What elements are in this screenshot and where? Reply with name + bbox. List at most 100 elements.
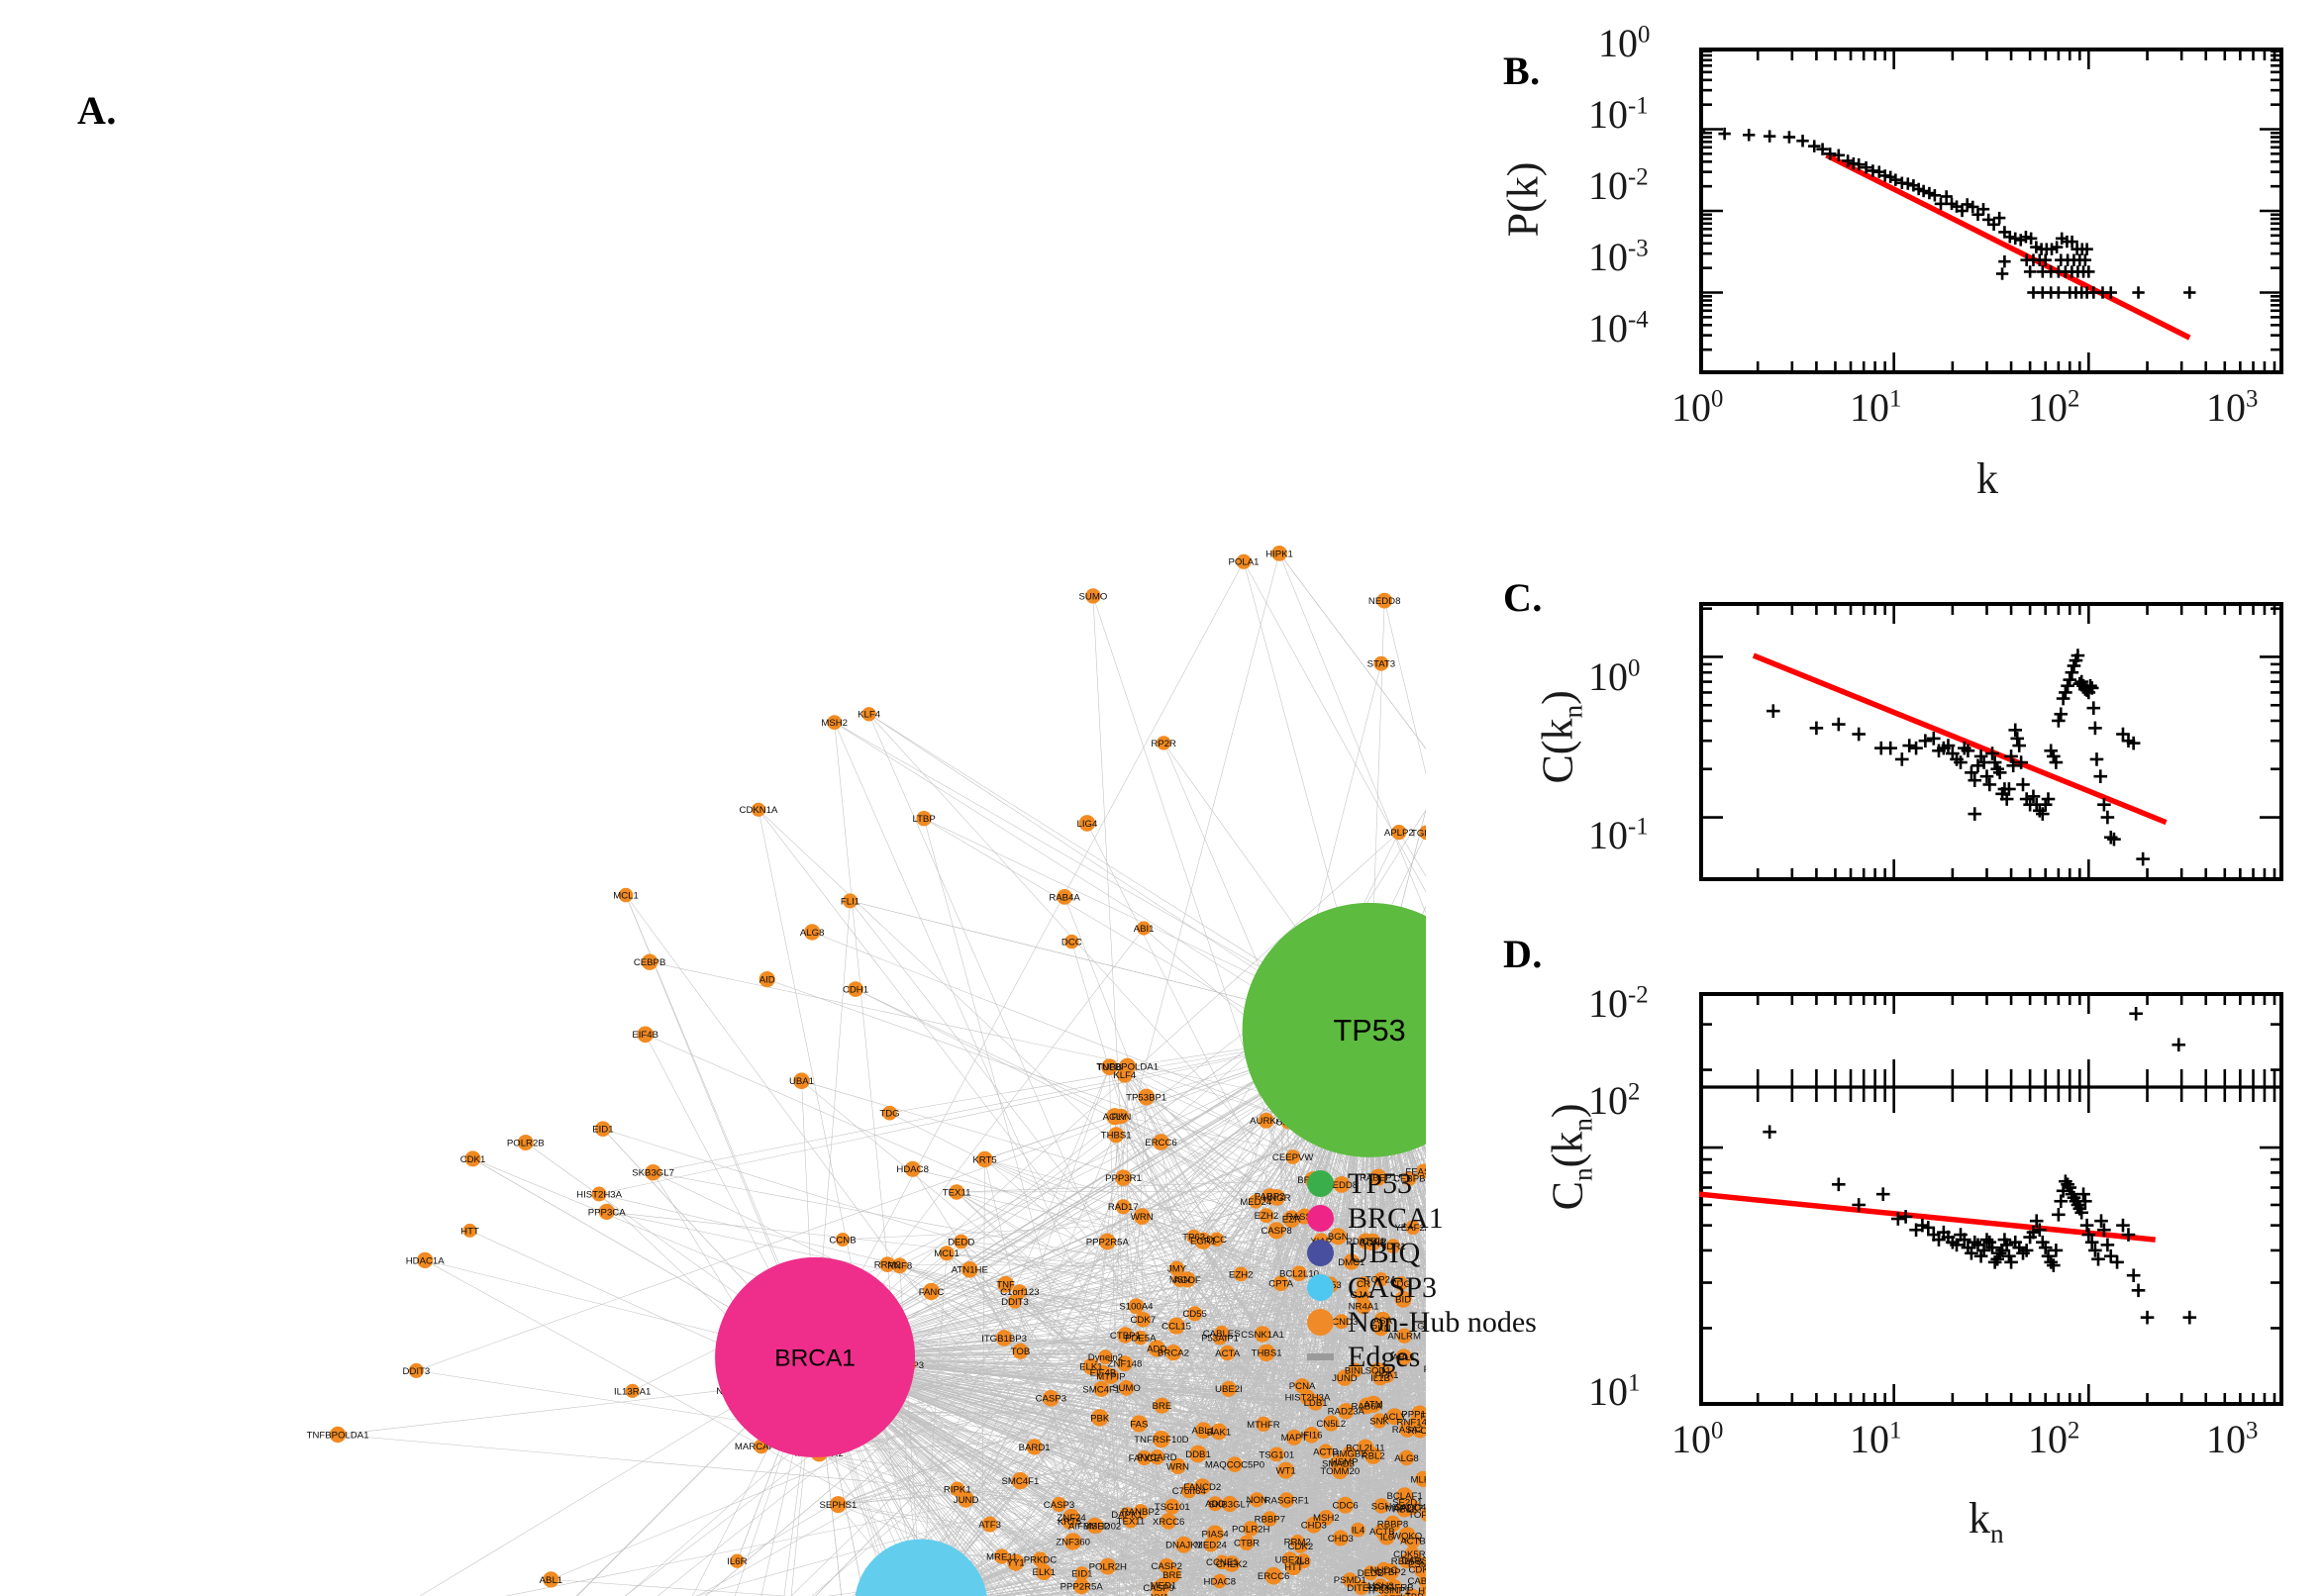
network-node[interactable] [1294,1378,1310,1394]
network-node[interactable] [1277,1461,1295,1479]
network-node[interactable] [1318,1510,1335,1526]
network-node[interactable] [1376,592,1393,609]
network-node[interactable] [1223,1555,1241,1572]
network-node[interactable] [1169,1457,1186,1474]
network-node[interactable] [1329,1228,1347,1246]
network-node[interactable] [1385,1578,1402,1596]
network-node[interactable] [836,1233,850,1247]
network-node[interactable] [1102,1368,1119,1384]
network-node[interactable] [1351,1522,1365,1538]
network-node[interactable] [1248,1194,1263,1209]
network-node[interactable] [827,715,843,730]
network-node[interactable] [1187,1306,1203,1322]
network-node[interactable] [1210,1423,1228,1441]
network-node[interactable] [329,1426,347,1444]
network-node[interactable] [804,924,821,941]
network-node[interactable] [1239,1535,1255,1550]
network-node[interactable] [1115,1199,1131,1215]
network-node[interactable] [1416,1163,1426,1179]
network-node[interactable] [1398,1449,1415,1466]
network-node[interactable] [1157,736,1171,750]
network-node[interactable] [950,1481,965,1497]
network-node[interactable] [1186,1229,1201,1245]
network-node[interactable] [595,1121,611,1137]
network-node[interactable] [1399,1553,1414,1569]
network-node[interactable] [1262,1511,1278,1527]
network-node[interactable] [1085,588,1101,604]
network-node[interactable] [1042,1389,1060,1407]
network-node[interactable] [1307,1394,1324,1411]
network-node[interactable] [1133,1208,1151,1225]
network-node[interactable] [1373,655,1389,671]
network-node[interactable] [1026,1439,1043,1455]
network-node[interactable] [1394,1290,1412,1308]
network-node[interactable] [1369,1168,1387,1186]
network-node[interactable] [1415,1470,1426,1487]
network-node[interactable] [1373,1272,1388,1287]
network-node[interactable] [1395,1348,1413,1365]
network-node[interactable] [1399,1420,1416,1438]
network-node[interactable] [1267,1222,1285,1240]
network-node[interactable] [1330,1454,1347,1471]
network-node[interactable] [758,971,775,988]
network-node[interactable] [954,1234,969,1249]
network-node[interactable] [1420,1506,1426,1523]
network-node[interactable] [1181,1482,1197,1499]
network-node[interactable] [1115,1169,1132,1186]
network-node[interactable] [1403,1588,1421,1596]
network-node[interactable] [1256,1416,1271,1432]
network-node[interactable] [1064,934,1079,949]
network-node[interactable] [618,887,634,903]
network-node[interactable] [1175,1536,1192,1553]
network-node[interactable] [1285,1149,1301,1164]
network-node[interactable] [1373,1523,1390,1540]
network-node[interactable] [1119,1507,1135,1523]
network-node[interactable] [1074,1566,1090,1581]
network-node[interactable] [1258,1112,1274,1129]
network-node[interactable] [1356,1276,1371,1292]
network-node[interactable] [1419,1582,1426,1596]
hub-node-brca1[interactable] [715,1256,916,1457]
network-node[interactable] [1342,1572,1358,1588]
network-node[interactable] [1305,1516,1323,1534]
network-node[interactable] [1207,1496,1223,1512]
network-node[interactable] [1271,546,1287,561]
network-node[interactable] [1375,1561,1392,1578]
network-node[interactable] [1138,1088,1156,1106]
network-node[interactable] [1099,1557,1117,1575]
network-node[interactable] [1133,1504,1149,1520]
network-node[interactable] [1402,1171,1417,1186]
network-node[interactable] [464,1150,481,1167]
network-node[interactable] [1358,1397,1375,1415]
network-node[interactable] [598,1203,615,1220]
network-node[interactable] [1137,921,1152,936]
network-node[interactable] [916,811,932,827]
network-node[interactable] [1385,1239,1401,1254]
network-node[interactable] [1214,1325,1230,1341]
network-node[interactable] [1419,825,1426,841]
network-node[interactable] [1164,1345,1182,1361]
network-node[interactable] [1167,1317,1185,1335]
network-node[interactable] [637,1026,654,1044]
network-node[interactable] [1318,1444,1334,1459]
network-node[interactable] [1117,1355,1133,1372]
network-node[interactable] [958,1491,974,1508]
network-node[interactable] [1220,1345,1236,1361]
network-node[interactable] [1108,1127,1125,1144]
network-node[interactable] [1413,1561,1426,1577]
network-node[interactable] [1119,1057,1136,1075]
network-node[interactable] [1243,1521,1259,1537]
network-node[interactable] [1221,1495,1238,1513]
network-node[interactable] [1118,1380,1135,1396]
network-node[interactable] [1101,1058,1118,1075]
network-node[interactable] [1209,1232,1224,1247]
network-node[interactable] [1206,1525,1224,1543]
network-node[interactable] [981,1516,998,1533]
network-node[interactable] [1371,1413,1387,1429]
network-node[interactable] [976,1150,993,1168]
network-node[interactable] [1227,1456,1243,1472]
network-node[interactable] [1220,1380,1237,1397]
network-node[interactable] [1391,825,1407,841]
hub-node-casp3[interactable] [855,1539,988,1596]
network-node[interactable] [1093,1380,1110,1397]
